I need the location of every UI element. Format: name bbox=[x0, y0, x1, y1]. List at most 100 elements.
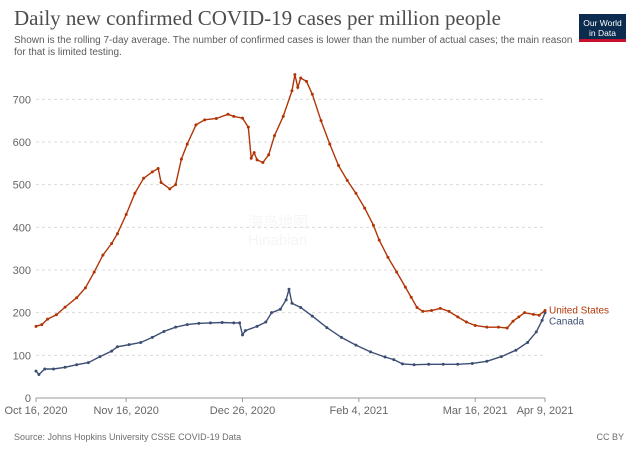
data-point-canada bbox=[284, 298, 288, 302]
data-point-canada bbox=[310, 314, 314, 318]
data-point-united-states bbox=[415, 306, 419, 310]
data-point-canada bbox=[325, 326, 329, 330]
data-point-united-states bbox=[246, 125, 250, 129]
data-point-united-states bbox=[150, 170, 154, 174]
data-point-united-states bbox=[83, 286, 87, 290]
data-point-united-states bbox=[281, 114, 285, 118]
license-link[interactable]: CC BY bbox=[596, 432, 624, 442]
data-point-canada bbox=[499, 355, 503, 359]
data-point-united-states bbox=[354, 191, 358, 195]
logo-line-2: in Data bbox=[589, 28, 616, 38]
data-point-united-states bbox=[496, 325, 500, 329]
data-point-canada bbox=[63, 365, 67, 369]
data-point-united-states bbox=[505, 326, 509, 330]
data-point-united-states bbox=[511, 319, 515, 323]
chart-title: Daily new confirmed COVID-19 cases per m… bbox=[14, 6, 501, 30]
data-point-canada bbox=[174, 325, 178, 329]
data-point-united-states bbox=[261, 160, 265, 164]
data-point-united-states bbox=[203, 118, 207, 122]
data-point-united-states bbox=[179, 157, 183, 161]
data-point-canada bbox=[354, 343, 358, 347]
data-point-united-states bbox=[75, 296, 79, 300]
data-point-canada bbox=[243, 329, 247, 333]
data-point-canada bbox=[383, 355, 387, 359]
data-point-canada bbox=[110, 349, 114, 353]
data-point-canada bbox=[368, 350, 372, 354]
data-point-canada bbox=[456, 362, 460, 366]
data-point-united-states bbox=[46, 317, 50, 321]
data-point-united-states bbox=[377, 238, 381, 242]
data-point-united-states bbox=[395, 270, 399, 274]
data-point-united-states bbox=[194, 123, 198, 127]
data-point-canada bbox=[241, 333, 245, 337]
data-point-united-states bbox=[464, 320, 468, 324]
data-point-canada bbox=[98, 355, 102, 359]
owid-logo[interactable]: Our World in Data bbox=[579, 14, 626, 42]
data-point-united-states bbox=[110, 242, 114, 246]
data-point-canada bbox=[412, 363, 416, 367]
data-point-united-states bbox=[40, 323, 44, 327]
data-point-canada bbox=[534, 330, 538, 334]
y-tick-label: 200 bbox=[13, 308, 31, 320]
data-point-united-states bbox=[226, 112, 230, 116]
data-point-united-states bbox=[485, 325, 489, 329]
series-line-canada bbox=[35, 289, 546, 376]
data-point-united-states bbox=[34, 324, 38, 328]
data-point-united-states bbox=[319, 119, 323, 123]
data-point-united-states bbox=[159, 181, 163, 185]
data-point-united-states bbox=[523, 311, 527, 315]
y-tick-label: 500 bbox=[13, 180, 31, 192]
series-line-united-states bbox=[35, 74, 546, 329]
data-point-united-states bbox=[296, 85, 300, 89]
data-point-canada bbox=[220, 320, 224, 324]
data-point-canada bbox=[255, 324, 259, 328]
data-point-canada bbox=[150, 335, 154, 339]
x-tick-label: Feb 4, 2021 bbox=[329, 405, 388, 417]
data-point-canada bbox=[34, 369, 38, 373]
data-point-united-states bbox=[63, 305, 67, 309]
data-point-canada bbox=[526, 341, 530, 345]
data-point-united-states bbox=[267, 153, 271, 157]
data-point-united-states bbox=[386, 255, 390, 259]
data-point-canada bbox=[400, 362, 404, 366]
x-tick-label: Apr 9, 2021 bbox=[517, 405, 574, 417]
data-point-canada bbox=[278, 307, 282, 311]
data-point-united-states bbox=[168, 187, 172, 191]
data-point-canada bbox=[299, 306, 303, 310]
data-point-united-states bbox=[371, 223, 375, 227]
data-point-united-states bbox=[430, 309, 434, 313]
data-point-canada bbox=[75, 363, 79, 367]
source-note: Source: Johns Hopkins University CSSE CO… bbox=[14, 432, 242, 442]
chart-subtitle: Shown is the rolling 7-day average. The … bbox=[14, 35, 573, 58]
data-point-united-states bbox=[185, 142, 189, 146]
data-point-canada bbox=[540, 318, 544, 322]
data-point-canada bbox=[427, 362, 431, 366]
data-point-canada bbox=[290, 301, 294, 305]
data-point-united-states bbox=[336, 163, 340, 167]
data-point-united-states bbox=[543, 309, 547, 313]
data-point-canada bbox=[162, 329, 166, 333]
legend-label-canada: Canada bbox=[549, 317, 584, 328]
data-point-united-states bbox=[124, 213, 128, 217]
data-point-canada bbox=[86, 361, 90, 365]
data-point-canada bbox=[441, 362, 445, 366]
data-point-canada bbox=[339, 335, 343, 339]
data-point-united-states bbox=[328, 142, 332, 146]
data-point-canada bbox=[209, 321, 213, 325]
data-point-united-states bbox=[345, 178, 349, 182]
data-point-united-states bbox=[133, 191, 137, 195]
data-point-united-states bbox=[252, 151, 256, 155]
legend-label-united-states: United States bbox=[549, 306, 609, 317]
data-point-canada bbox=[485, 359, 489, 363]
data-point-united-states bbox=[403, 285, 407, 289]
data-point-united-states bbox=[142, 176, 146, 180]
data-point-canada bbox=[514, 348, 518, 352]
data-point-canada bbox=[37, 373, 41, 377]
data-point-united-states bbox=[92, 270, 96, 274]
data-point-canada bbox=[127, 343, 131, 347]
data-point-united-states bbox=[214, 117, 218, 121]
data-point-united-states bbox=[447, 309, 451, 313]
data-point-united-states bbox=[115, 232, 119, 236]
data-point-canada bbox=[51, 367, 55, 371]
